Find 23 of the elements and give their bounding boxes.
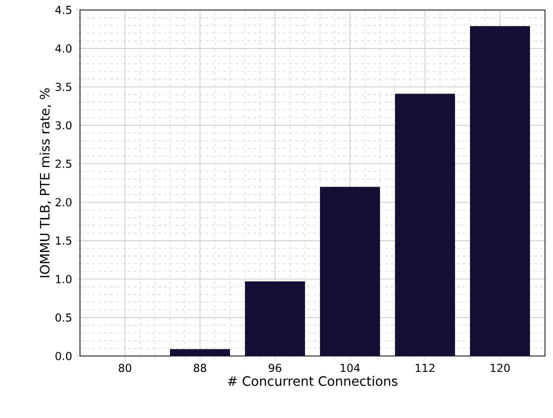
x-axis-title: # Concurrent Connections: [228, 376, 398, 386]
y-tick-label: 2.0: [56, 198, 72, 206]
x-tick-label: 96: [268, 364, 282, 372]
x-tick-label: 80: [118, 364, 132, 372]
bar: [395, 94, 456, 356]
y-tick-label: 4.5: [55, 6, 72, 14]
bar: [320, 186, 380, 356]
bar: [245, 281, 305, 356]
y-tick-label: 3.5: [56, 82, 72, 92]
y-axis-title: IOMMU TLB, PTE miss rate, %: [40, 88, 51, 278]
x-tick-label: 112: [416, 364, 434, 372]
x-tick-label: 120: [490, 364, 510, 372]
bar: [470, 26, 530, 356]
y-tick-label: 0.5: [56, 313, 72, 322]
y-tick-label: 2.5: [56, 160, 72, 168]
x-tick-label: 104: [340, 364, 360, 372]
y-tick-label: 0.0: [56, 352, 72, 360]
x-tick-label: 88: [194, 364, 206, 372]
y-tick-label: 1.5: [56, 236, 72, 245]
y-tick-label: 1.0: [56, 274, 72, 284]
y-tick-label: 4.0: [55, 44, 72, 53]
bar: [170, 349, 230, 356]
y-tick-label: 3.0: [56, 121, 72, 130]
